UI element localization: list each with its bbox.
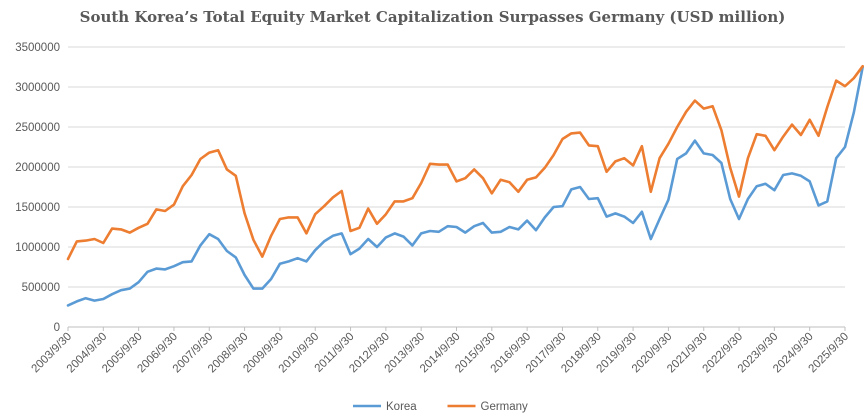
chart-title: South Korea’s Total Equity Market Capita… [79,8,786,26]
y-tick-label: 2500000 [15,122,60,134]
legend-label-korea: Korea [386,401,417,413]
series-line-germany [66,64,865,261]
y-tick-label: 3000000 [15,82,60,94]
y-tick-label: 1000000 [15,242,60,254]
y-tick-label: 500000 [22,282,60,294]
y-tick-label: 3500000 [15,42,60,54]
y-tick-label: 0 [54,322,60,334]
legend-label-germany: Germany [481,401,529,413]
y-tick-label: 1500000 [15,202,60,214]
series-line-korea [66,65,865,307]
y-tick-label: 2000000 [15,162,60,174]
